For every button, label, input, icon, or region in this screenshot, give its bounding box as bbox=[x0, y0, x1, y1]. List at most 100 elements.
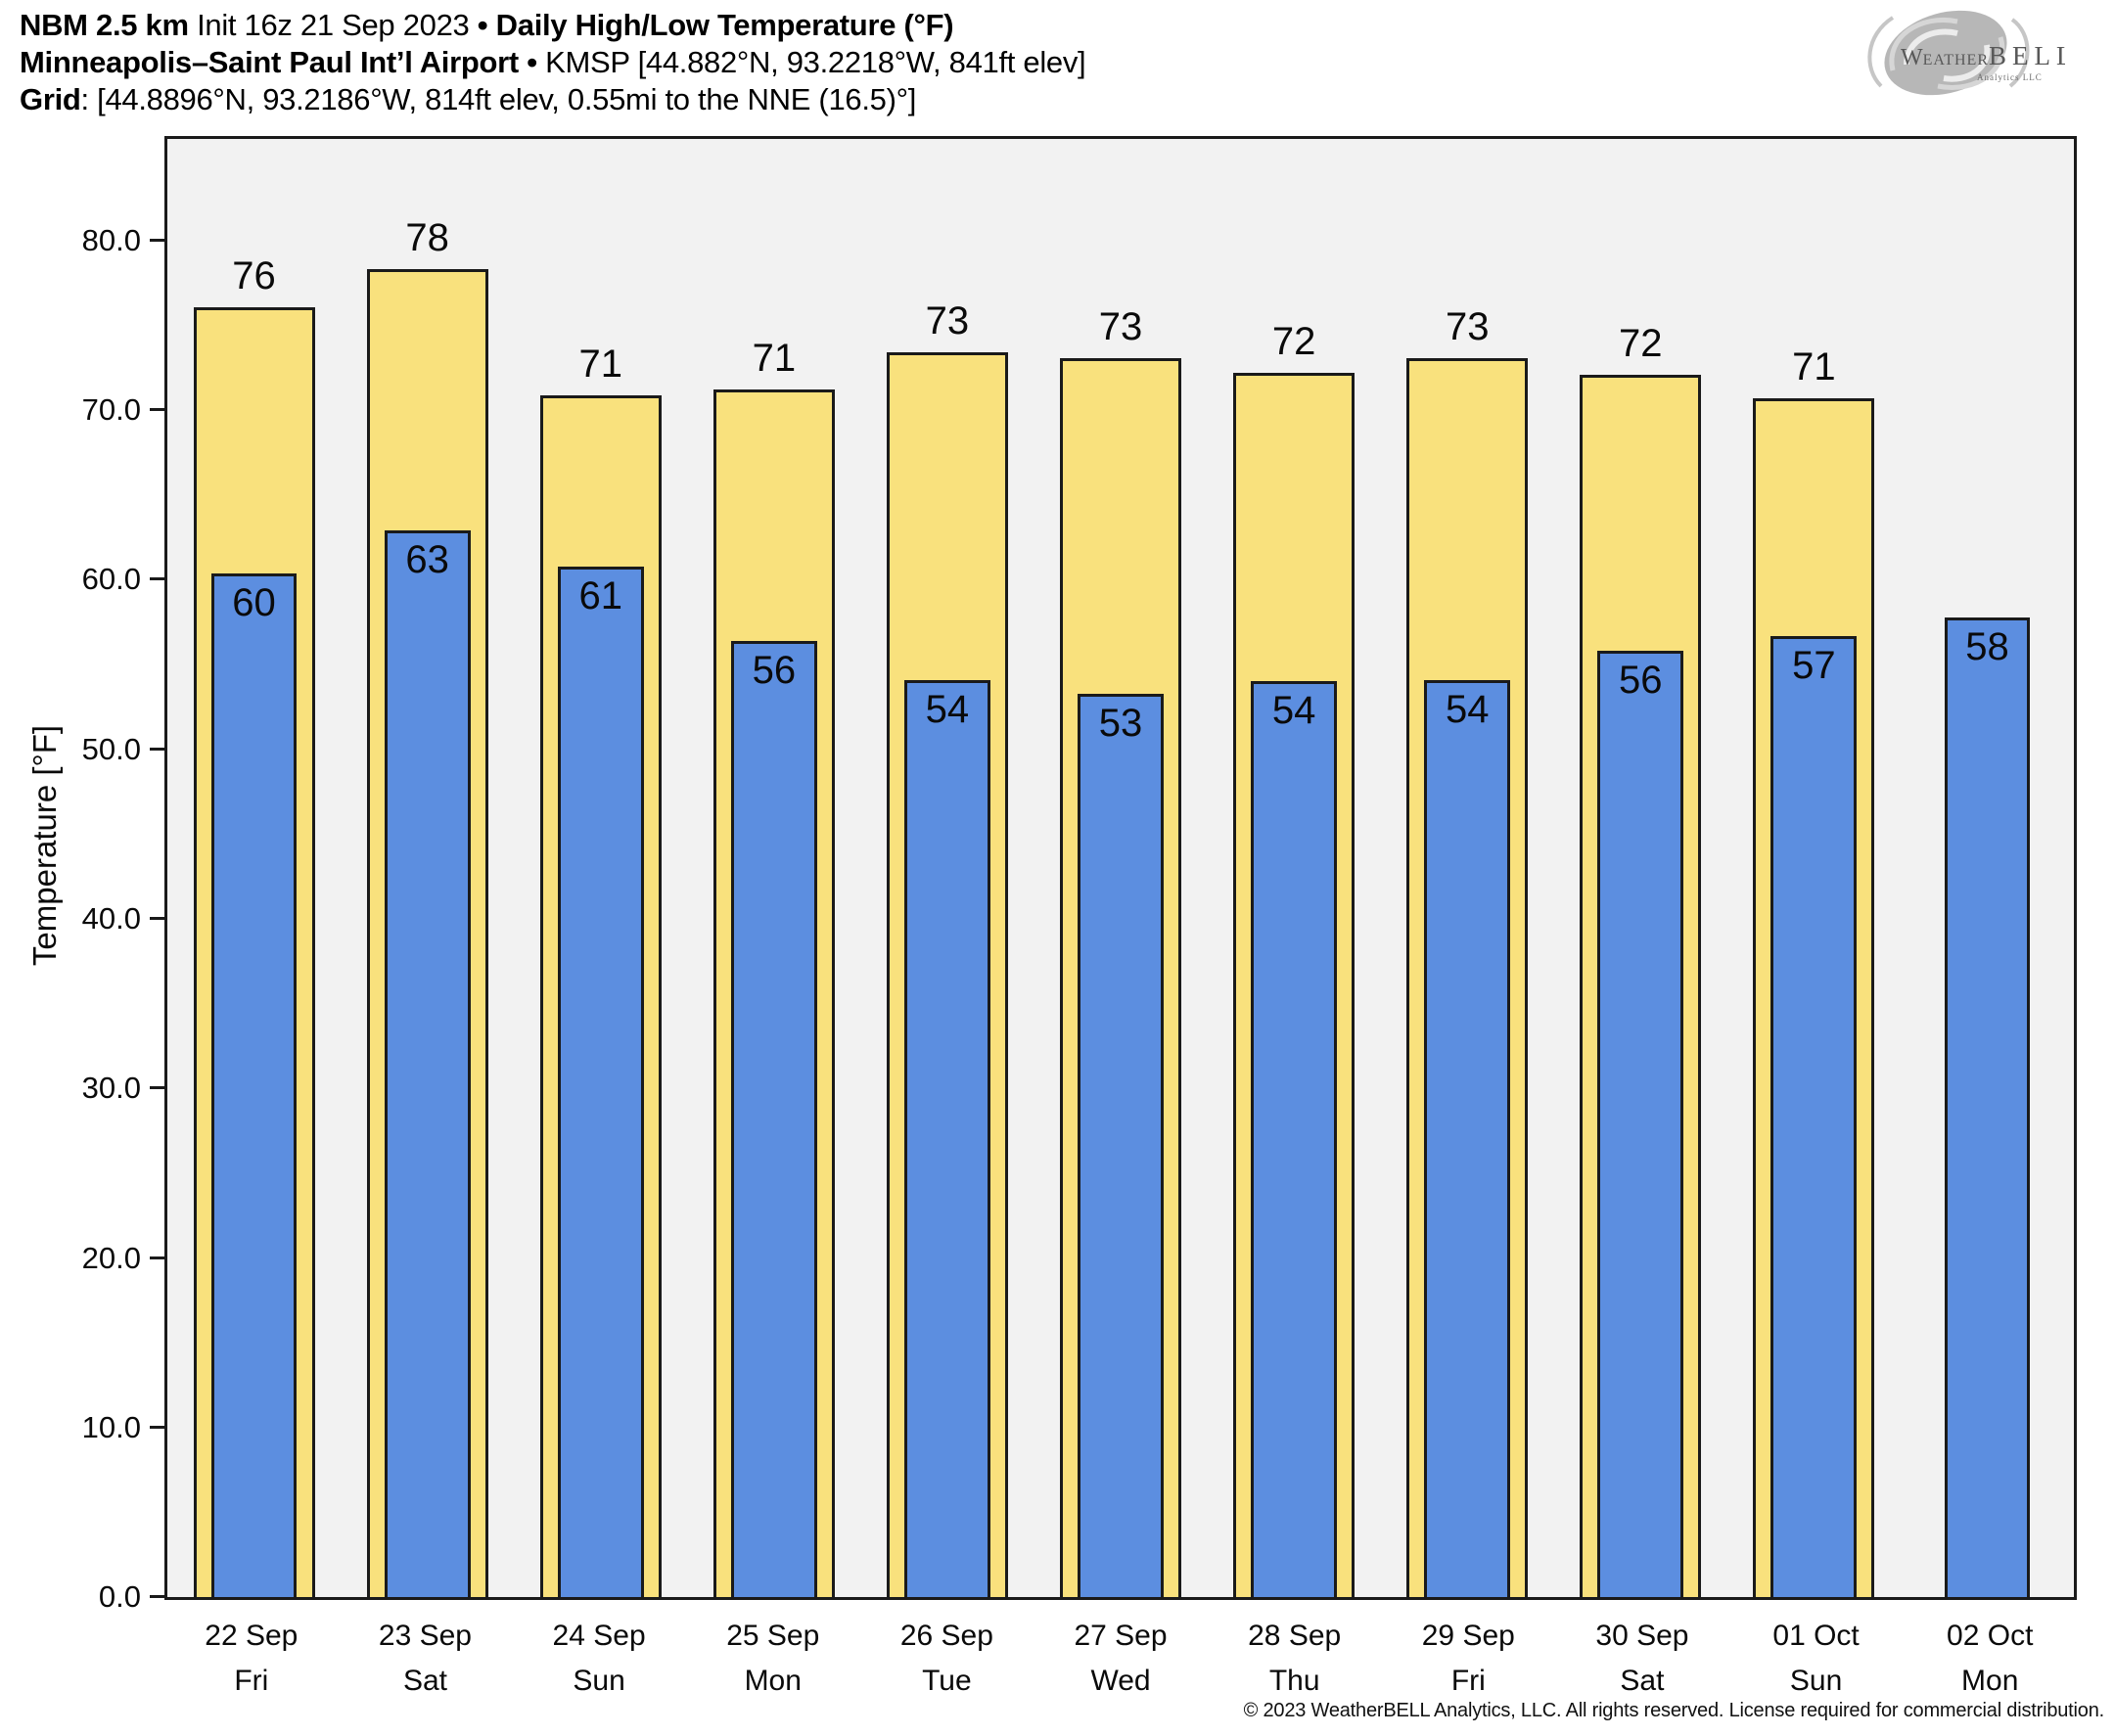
x-tick-date: 27 Sep bbox=[1074, 1620, 1168, 1652]
low-value-label: 54 bbox=[1271, 689, 1316, 733]
x-tick-day: Thu bbox=[1268, 1665, 1320, 1697]
header-line-3: Grid: [44.8896°N, 93.2186°W, 814ft elev,… bbox=[20, 81, 1085, 118]
x-tick-date: 29 Sep bbox=[1421, 1620, 1515, 1652]
high-value-label: 71 bbox=[578, 342, 622, 386]
x-tick-date: 22 Sep bbox=[205, 1620, 299, 1652]
high-value-label: 73 bbox=[925, 299, 970, 343]
weatherbell-logo: WEATHERBELL Analytics LLC bbox=[1867, 10, 2065, 96]
hurricane-swirl-icon bbox=[1867, 10, 2030, 96]
high-value-label: 73 bbox=[1098, 304, 1143, 348]
bar-group: 71 57 bbox=[1727, 139, 1901, 1597]
y-tick-mark bbox=[150, 916, 164, 920]
low-bar bbox=[1944, 617, 2031, 1597]
bar-group: 76 60 bbox=[167, 139, 341, 1597]
low-bar bbox=[210, 572, 298, 1597]
y-tick-label: 20.0 bbox=[81, 1240, 141, 1275]
bar-group: 71 56 bbox=[687, 139, 860, 1597]
low-bar bbox=[730, 640, 817, 1597]
bullet-separator: • bbox=[527, 45, 537, 79]
low-bar bbox=[1597, 651, 1684, 1597]
header-line-2: Minneapolis–Saint Paul Int’l Airport • K… bbox=[20, 44, 1086, 81]
x-tick-label: 23 Sep Sat bbox=[339, 1614, 513, 1704]
low-bar bbox=[1251, 681, 1338, 1597]
x-tick-day: Mon bbox=[1961, 1665, 2019, 1697]
y-tick-label: 30.0 bbox=[81, 1071, 141, 1106]
logo-subtitle: Analytics LLC bbox=[1977, 72, 2043, 82]
x-tick-label: 01 Oct Sun bbox=[1729, 1614, 1904, 1704]
high-value-label: 72 bbox=[1271, 320, 1316, 364]
y-tick-mark bbox=[150, 408, 164, 412]
header-line-1: NBM 2.5 km Init 16z 21 Sep 2023 • Daily … bbox=[20, 7, 1085, 44]
station-name: Minneapolis–Saint Paul Int’l Airport bbox=[20, 45, 519, 79]
low-value-label: 63 bbox=[405, 538, 449, 582]
model-name: NBM 2.5 km bbox=[20, 8, 189, 42]
y-tick-label: 60.0 bbox=[81, 562, 141, 597]
x-tick-label: 26 Sep Tue bbox=[860, 1614, 1034, 1704]
y-axis-title: Temperature [°F] bbox=[26, 724, 63, 967]
bar-group: 73 54 bbox=[1381, 139, 1554, 1597]
grid-label: Grid bbox=[20, 82, 81, 116]
low-value-label: 53 bbox=[1098, 701, 1143, 745]
y-tick-label: 40.0 bbox=[81, 900, 141, 936]
x-tick-label: 28 Sep Thu bbox=[1208, 1614, 1382, 1704]
low-bar bbox=[1770, 635, 1858, 1597]
x-tick-date: 02 Oct bbox=[1947, 1620, 2034, 1652]
x-tick-day: Sat bbox=[402, 1665, 447, 1697]
x-tick-day: Fri bbox=[234, 1665, 269, 1697]
y-tick-label: 70.0 bbox=[81, 392, 141, 428]
x-tick-day: Sun bbox=[573, 1665, 625, 1697]
bullet-separator: • bbox=[477, 8, 488, 42]
copyright-notice: © 2023 WeatherBELL Analytics, LLC. All r… bbox=[1243, 1700, 2105, 1721]
x-tick-day: Tue bbox=[922, 1665, 972, 1697]
logo-text: WEATHERBELL bbox=[1901, 41, 2065, 70]
low-value-label: 54 bbox=[1445, 687, 1490, 731]
x-tick-date: 24 Sep bbox=[552, 1620, 646, 1652]
y-tick-mark bbox=[150, 747, 164, 751]
station-coordinates: KMSP [44.882°N, 93.2218°W, 841ft elev] bbox=[545, 45, 1086, 79]
y-tick-mark bbox=[150, 1595, 164, 1598]
low-bar bbox=[384, 530, 471, 1597]
bar-group: 71 61 bbox=[514, 139, 687, 1597]
x-tick-label: 27 Sep Wed bbox=[1034, 1614, 1208, 1704]
plot-area: 76 60 78 63 71 61 71 56 73 54 73 53 72 54 73 54 72 56 71 57… bbox=[82, 136, 2077, 1613]
bar-group: 58 bbox=[1901, 139, 2074, 1597]
low-bar bbox=[1078, 693, 1164, 1597]
x-tick-label: 22 Sep Fri bbox=[164, 1614, 339, 1704]
low-bar bbox=[557, 566, 644, 1597]
high-value-label: 73 bbox=[1445, 304, 1490, 348]
low-value-label: 57 bbox=[1792, 643, 1836, 687]
x-tick-date: 23 Sep bbox=[378, 1620, 472, 1652]
x-tick-label: 29 Sep Fri bbox=[1381, 1614, 1555, 1704]
x-tick-date: 25 Sep bbox=[726, 1620, 820, 1652]
y-tick-mark bbox=[150, 1256, 164, 1259]
bars-container: 76 60 78 63 71 61 71 56 73 54 73 53 72 54 73 54 72 56 71 57… bbox=[167, 139, 2074, 1597]
bar-group: 78 63 bbox=[341, 139, 514, 1597]
low-value-label: 56 bbox=[1619, 659, 1663, 703]
bar-group: 72 56 bbox=[1554, 139, 1727, 1597]
x-tick-label: 02 Oct Mon bbox=[1903, 1614, 2077, 1704]
x-tick-date: 26 Sep bbox=[899, 1620, 993, 1652]
product-title: Daily High/Low Temperature (°F) bbox=[495, 8, 954, 42]
low-value-label: 58 bbox=[1965, 624, 2009, 668]
chart-header: NBM 2.5 km Init 16z 21 Sep 2023 • Daily … bbox=[20, 7, 1086, 118]
low-value-label: 60 bbox=[232, 580, 276, 624]
x-tick-day: Fri bbox=[1450, 1665, 1486, 1697]
x-tick-day: Sun bbox=[1789, 1665, 1843, 1697]
low-value-label: 54 bbox=[925, 687, 970, 731]
x-tick-label: 24 Sep Sun bbox=[512, 1614, 686, 1704]
x-tick-day: Wed bbox=[1090, 1665, 1151, 1697]
y-tick-mark bbox=[150, 577, 164, 581]
high-value-label: 78 bbox=[405, 216, 449, 260]
y-tick-label: 80.0 bbox=[81, 222, 141, 257]
x-tick-label: 25 Sep Mon bbox=[686, 1614, 860, 1704]
x-tick-date: 28 Sep bbox=[1248, 1620, 1342, 1652]
low-bar bbox=[904, 679, 990, 1597]
x-axis-labels: 22 Sep Fri 23 Sep Sat 24 Sep Sun 25 Sep Mon 26 S… bbox=[164, 1614, 2077, 1704]
x-tick-label: 30 Sep Sat bbox=[1555, 1614, 1729, 1704]
high-value-label: 76 bbox=[232, 253, 276, 297]
grid-coordinates: : [44.8896°N, 93.2186°W, 814ft elev, 0.5… bbox=[80, 82, 917, 116]
x-tick-day: Mon bbox=[744, 1665, 802, 1697]
y-tick-mark bbox=[150, 238, 164, 242]
low-value-label: 61 bbox=[578, 573, 622, 617]
